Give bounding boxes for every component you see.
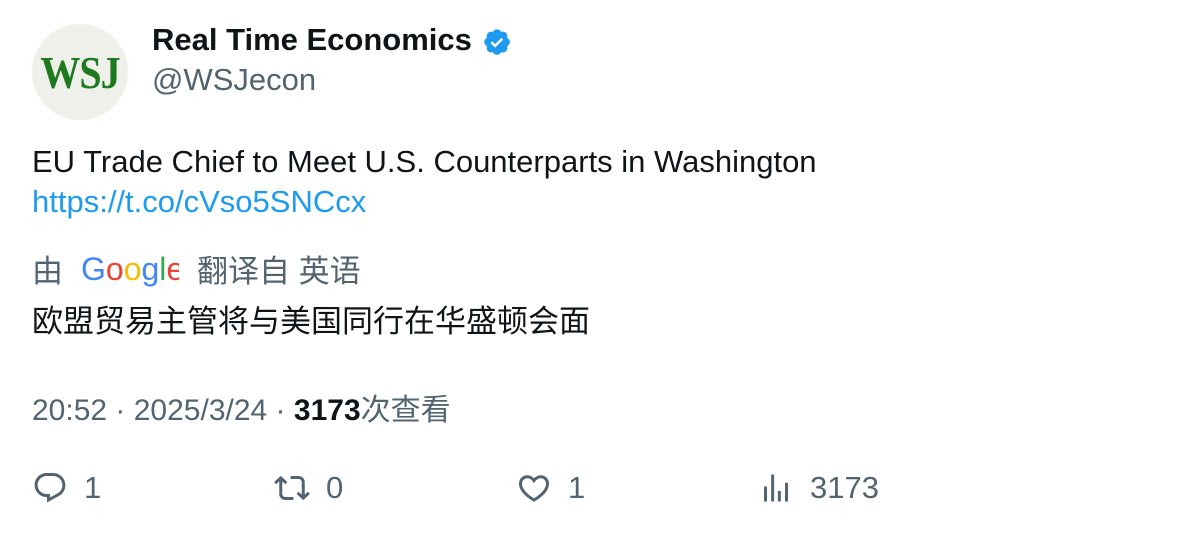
- author-name-row: Real Time Economics: [152, 22, 512, 58]
- analytics-icon: [764, 474, 788, 502]
- verified-badge-icon: [484, 29, 510, 55]
- translation-prefix: 由: [32, 254, 63, 289]
- heart-icon: [518, 475, 550, 502]
- views-label: 次查看: [360, 394, 451, 427]
- action-bar: 1 0 1 3173: [0, 470, 1196, 514]
- avatar[interactable]: WSJ: [32, 24, 128, 120]
- meta-separator: ·: [107, 394, 134, 427]
- views-action-count: 3173: [810, 470, 879, 505]
- tweet-meta: 20:52 · 2025/3/24 · 3173次查看: [32, 385, 451, 429]
- translation-suffix: 翻译自 英语: [197, 254, 361, 289]
- views-count: 3173: [293, 394, 361, 427]
- meta-separator: ·: [267, 394, 294, 427]
- author-handle[interactable]: @WSJecon: [152, 62, 317, 97]
- svg-text:Google: Google: [81, 251, 179, 287]
- translation-attribution: 由 Google 翻译自 英语: [32, 246, 361, 291]
- tweet-link[interactable]: https://t.co/cVso5SNCcx: [32, 184, 367, 219]
- reply-count: 1: [84, 470, 102, 505]
- google-logo-icon[interactable]: Google: [81, 249, 179, 289]
- tweet-text: EU Trade Chief to Meet U.S. Counterparts…: [32, 144, 817, 179]
- tweet-time[interactable]: 20:52: [32, 394, 108, 427]
- retweet-count: 0: [326, 470, 344, 505]
- avatar-logo: WSJ: [40, 46, 120, 98]
- retweet-button[interactable]: 0: [274, 470, 343, 506]
- tweet-date[interactable]: 2025/3/24: [133, 394, 268, 427]
- reply-button[interactable]: 1: [32, 470, 101, 506]
- tweet-body: EU Trade Chief to Meet U.S. Counterparts…: [32, 142, 817, 222]
- like-count: 1: [568, 470, 586, 505]
- reply-icon: [34, 473, 66, 503]
- views-button[interactable]: 3173: [758, 470, 879, 506]
- retweet-icon: [274, 475, 310, 501]
- author-display-name[interactable]: Real Time Economics: [152, 22, 472, 57]
- like-button[interactable]: 1: [516, 470, 585, 506]
- translated-text: 欧盟贸易主管将与美国同行在华盛顿会面: [32, 304, 590, 339]
